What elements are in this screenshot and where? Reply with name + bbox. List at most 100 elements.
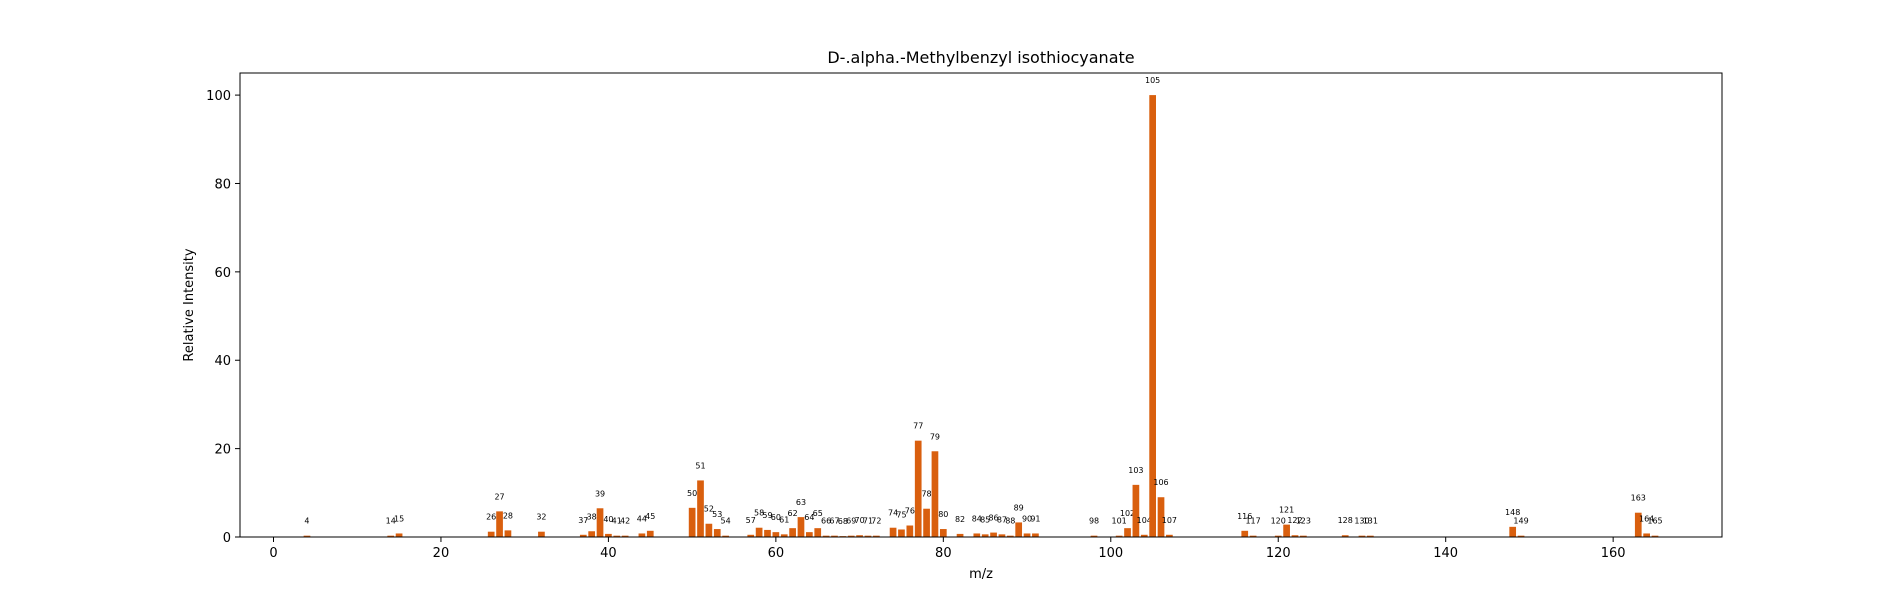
peak-label-107: 107 [1162, 516, 1177, 525]
peak-label-75: 75 [896, 510, 906, 519]
y-axis: 0 20 40 60 80 100 [206, 89, 240, 546]
peak-bar-149 [1517, 535, 1525, 537]
peak-label-60: 60 [771, 513, 781, 522]
peak-label-163: 163 [1631, 494, 1646, 503]
peak-label-65: 65 [813, 509, 823, 518]
peak-bar-66 [822, 535, 830, 537]
peak-label-28: 28 [503, 511, 513, 520]
peak-bar-82 [956, 533, 964, 537]
peak-label-98: 98 [1089, 517, 1099, 526]
y-axis-label: Relative Intensity [182, 248, 197, 361]
peak-bar-131 [1366, 535, 1374, 537]
peak-label-128: 128 [1338, 516, 1353, 525]
peak-label-62: 62 [788, 509, 798, 518]
chart-title: D-.alpha.-Methylbenzyl isothiocyanate [827, 48, 1134, 67]
peak-bar-116 [1241, 530, 1249, 537]
peak-label-122: 122 [1287, 516, 1302, 525]
peak-bar-107 [1166, 534, 1173, 537]
peak-label-106: 106 [1153, 478, 1168, 487]
peak-label-87: 87 [997, 515, 1007, 524]
peak-label-57: 57 [746, 516, 756, 525]
peak-label-4: 4 [304, 517, 309, 526]
peak-label-51: 51 [695, 461, 705, 470]
peak-bar-85 [981, 534, 989, 537]
y-tick-label: 20 [214, 443, 231, 458]
peak-label-42: 42 [620, 517, 630, 526]
x-axis: 0 20 40 60 80 100 120 140 160 [269, 537, 1626, 561]
peak-label-53: 53 [712, 510, 722, 519]
peak-bar-90 [1023, 533, 1031, 537]
peak-bar-52 [705, 523, 713, 537]
peak-bar-121 [1283, 524, 1290, 537]
peak-label-59: 59 [762, 511, 772, 520]
peak-label-41: 41 [612, 517, 622, 526]
peak-label-54: 54 [721, 517, 731, 526]
peak-bar-88 [1006, 535, 1014, 537]
peak-label-50: 50 [687, 489, 697, 498]
peak-label-76: 76 [905, 507, 915, 516]
peak-bar-117 [1249, 535, 1257, 537]
peak-bar-58 [755, 527, 763, 537]
peak-label-105: 105 [1145, 76, 1160, 85]
peak-label-26: 26 [486, 513, 496, 522]
y-tick-label: 40 [214, 354, 231, 369]
peak-label-130: 130 [1354, 517, 1369, 526]
peak-label-131: 131 [1363, 517, 1378, 526]
peak-bar-45 [646, 530, 654, 537]
peak-bar-101 [1115, 535, 1123, 537]
axes-frame [239, 72, 1723, 538]
peak-bar-130 [1358, 535, 1366, 537]
peak-label-116: 116 [1237, 512, 1252, 521]
peak-label-121: 121 [1279, 506, 1294, 515]
peak-label-123: 123 [1296, 517, 1311, 526]
peak-bar-80 [939, 529, 947, 537]
peak-label-85: 85 [980, 515, 990, 524]
peak-bar-51 [697, 480, 704, 537]
peak-bar-120 [1274, 535, 1282, 537]
x-tick-label: 40 [600, 546, 617, 561]
peak-label-37: 37 [578, 516, 588, 525]
peak-bar-42 [621, 535, 629, 537]
peak-bar-163 [1634, 512, 1642, 537]
peak-bar-98 [1090, 535, 1098, 537]
peak-bar-59 [764, 529, 771, 537]
peak-label-84: 84 [972, 514, 982, 523]
peak-label-72: 72 [871, 517, 881, 526]
peak-bar-106 [1157, 497, 1165, 537]
x-tick-label: 80 [935, 546, 952, 561]
peak-label-149: 149 [1513, 517, 1528, 526]
x-tick-label: 100 [1098, 546, 1123, 561]
peak-bar-54 [722, 535, 729, 537]
peak-bar-76 [906, 525, 914, 537]
peak-label-27: 27 [494, 492, 504, 501]
peak-bar-89 [1015, 522, 1023, 537]
peak-bar-77 [914, 440, 922, 537]
peak-bar-26 [487, 531, 495, 537]
peak-bar-57 [747, 534, 755, 537]
peak-bar-44 [638, 533, 646, 537]
peak-bar-50 [688, 507, 696, 537]
peak-label-66: 66 [821, 517, 831, 526]
peak-label-61: 61 [779, 515, 789, 524]
peak-label-120: 120 [1271, 517, 1286, 526]
peak-bar-102 [1124, 528, 1131, 537]
peak-bar-123 [1300, 535, 1307, 537]
peak-bar-71 [864, 535, 872, 537]
peak-bar-70 [856, 535, 863, 537]
y-tick-label: 80 [214, 177, 231, 192]
peak-label-52: 52 [704, 505, 714, 514]
peak-label-38: 38 [587, 512, 597, 521]
peak-bar-27 [496, 511, 503, 537]
peak-bar-67 [831, 535, 838, 537]
peak-label-101: 101 [1112, 517, 1127, 526]
peak-bar-14 [387, 535, 395, 537]
peak-label-74: 74 [888, 509, 898, 518]
peak-bar-62 [789, 528, 796, 537]
peak-label-40: 40 [603, 515, 613, 524]
peak-label-89: 89 [1014, 503, 1024, 512]
peak-bar-63 [797, 517, 805, 537]
peak-bar-41 [613, 535, 621, 537]
peak-bar-91 [1032, 533, 1039, 537]
peak-label-68: 68 [838, 517, 848, 526]
